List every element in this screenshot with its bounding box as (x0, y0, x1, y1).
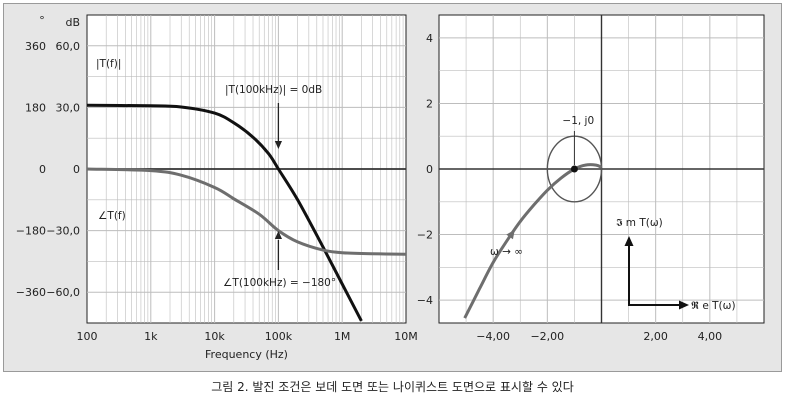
bode-x-tick-label: 1k (144, 330, 158, 343)
imag-axis-arrowhead (624, 236, 634, 246)
nyquist-x-tick-label: 2,00 (643, 330, 668, 343)
omega-label: ω → ∞ (490, 246, 523, 258)
bode-right-tick-label: −30,0 (46, 225, 80, 238)
bode-x-tick-label: 10k (204, 330, 225, 343)
bode-x-tick-label: 100 (77, 330, 98, 343)
nyquist-direction-arrowhead (506, 229, 515, 240)
bode-left-unit: ° (39, 14, 45, 27)
bode-right-tick-label: 30,0 (56, 101, 81, 114)
magnitude-crossing-arrowhead (274, 141, 282, 149)
bode-right-unit: dB (65, 16, 80, 29)
phase-crossing-label: ∠T(100kHz) = −180° (223, 277, 336, 289)
nyquist-curve (463, 163, 603, 319)
magnitude-label: |T(f)| (96, 58, 121, 70)
bode-left-tick-label: 180 (25, 101, 46, 114)
phase-crossing-arrowhead (274, 231, 282, 239)
nyquist-x-tick-label: −4,00 (476, 330, 510, 343)
bode-right-tick-label: 0 (73, 163, 80, 176)
bode-x-tick-label: 10M (394, 330, 418, 343)
bode-right-tick-label: −60,0 (46, 286, 80, 299)
bode-x-tick-label: 1M (334, 330, 351, 343)
bode-x-axis-label: Frequency (Hz) (205, 348, 288, 361)
nyquist-y-tick-label: −2 (417, 229, 433, 242)
real-axis-label: 𝕽 e T(ω) (691, 300, 736, 312)
critical-point-label: −1, j0 (562, 115, 594, 127)
bode-left-tick-label: 0 (39, 163, 46, 176)
nyquist-y-tick-label: 0 (426, 163, 433, 176)
real-axis-arrowhead (679, 300, 689, 310)
nyquist-plot: −4,00 −2,00 2,00 4,00 4 2 0 −2 −4 −1, j0 ω → ∞ 𝕴 m … (417, 14, 765, 343)
magnitude-crossing-label: |T(100kHz)| = 0dB (225, 84, 322, 96)
axis-indicator-lines (628, 246, 680, 306)
bode-x-tick-label: 100k (265, 330, 293, 343)
nyquist-y-tick-label: −4 (417, 294, 433, 307)
imag-axis-label: 𝕴 m T(ω) (616, 217, 663, 229)
bode-left-tick-label: −360 (16, 286, 46, 299)
figure-caption: 그림 2. 발진 조건은 보데 도면 또는 나이퀴스트 도면으로 표시할 수 있… (211, 380, 574, 394)
nyquist-y-tick-label: 4 (426, 32, 433, 45)
bode-plot: 100 1k 10k 100k 1M 10M Frequency (Hz) 360 180 0 −1… (16, 14, 418, 361)
phase-label: ∠T(f) (98, 210, 126, 222)
bode-left-tick-label: −180 (16, 225, 46, 238)
critical-point-marker (570, 165, 578, 173)
bode-left-tick-label: 360 (25, 40, 46, 53)
nyquist-y-tick-label: 2 (426, 97, 433, 110)
nyquist-x-tick-label: −2,00 (530, 330, 564, 343)
bode-right-tick-label: 60,0 (56, 40, 81, 53)
nyquist-x-tick-label: 4,00 (698, 330, 723, 343)
phase-curve (87, 167, 406, 256)
